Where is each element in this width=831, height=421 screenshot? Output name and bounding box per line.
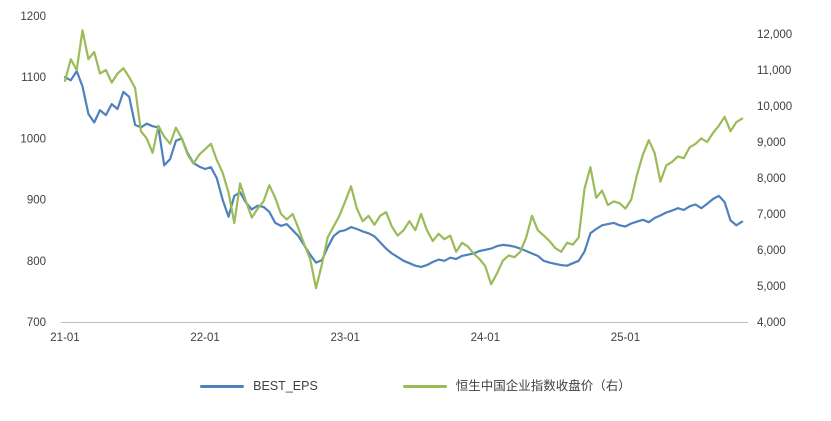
- legend-label-best-eps: BEST_EPS: [253, 379, 318, 393]
- left-axis-tick-label: 1100: [21, 72, 46, 84]
- right-axis-tick-label: 11,000: [757, 65, 791, 77]
- legend-line-swatch-blue: [200, 384, 245, 388]
- x-axis-tick-label: 24-01: [471, 332, 500, 344]
- right-axis-tick-label: 8,000: [757, 173, 786, 185]
- right-axis-tick-label: 12,000: [757, 29, 792, 41]
- legend-label-hscei-close: 恒生中国企业指数收盘价（右）: [455, 379, 631, 393]
- right-axis-tick-label: 10,000: [757, 101, 792, 113]
- right-axis-tick-label: 9,000: [757, 137, 786, 149]
- left-axis-tick-label: 1200: [20, 11, 46, 23]
- right-axis-tick-label: 5,000: [757, 281, 786, 293]
- legend-item-hscei-close: 恒生中国企业指数收盘价（右）: [402, 379, 631, 393]
- right-axis-tick-label: 7,000: [757, 209, 786, 221]
- chart-legend: BEST_EPS 恒生中国企业指数收盘价（右）: [0, 380, 831, 393]
- chart-plot-area: 700 800 900 1000 1100 1200 4,000 5,000 6,000 7,00…: [20, 11, 792, 344]
- right-axis-tick-label: 6,000: [757, 245, 786, 257]
- left-axis-tick-label: 900: [27, 195, 46, 207]
- series-line-hscei-close: [63, 29, 744, 290]
- left-axis-tick-label: 800: [27, 256, 46, 268]
- left-axis-tick-label: 1000: [20, 133, 46, 145]
- x-axis-tick-label: 25-01: [611, 332, 640, 344]
- left-axis-tick-label: 700: [27, 317, 46, 329]
- right-axis-tick-label: 4,000: [757, 317, 786, 329]
- legend-item-best-eps: BEST_EPS: [200, 380, 318, 393]
- x-axis-tick-label: 22-01: [190, 332, 219, 344]
- series-line-best-eps: [63, 69, 744, 268]
- x-axis-tick-label: 21-01: [50, 332, 79, 344]
- legend-line-swatch-green: [402, 384, 447, 388]
- x-axis-tick-label: 23-01: [330, 332, 359, 344]
